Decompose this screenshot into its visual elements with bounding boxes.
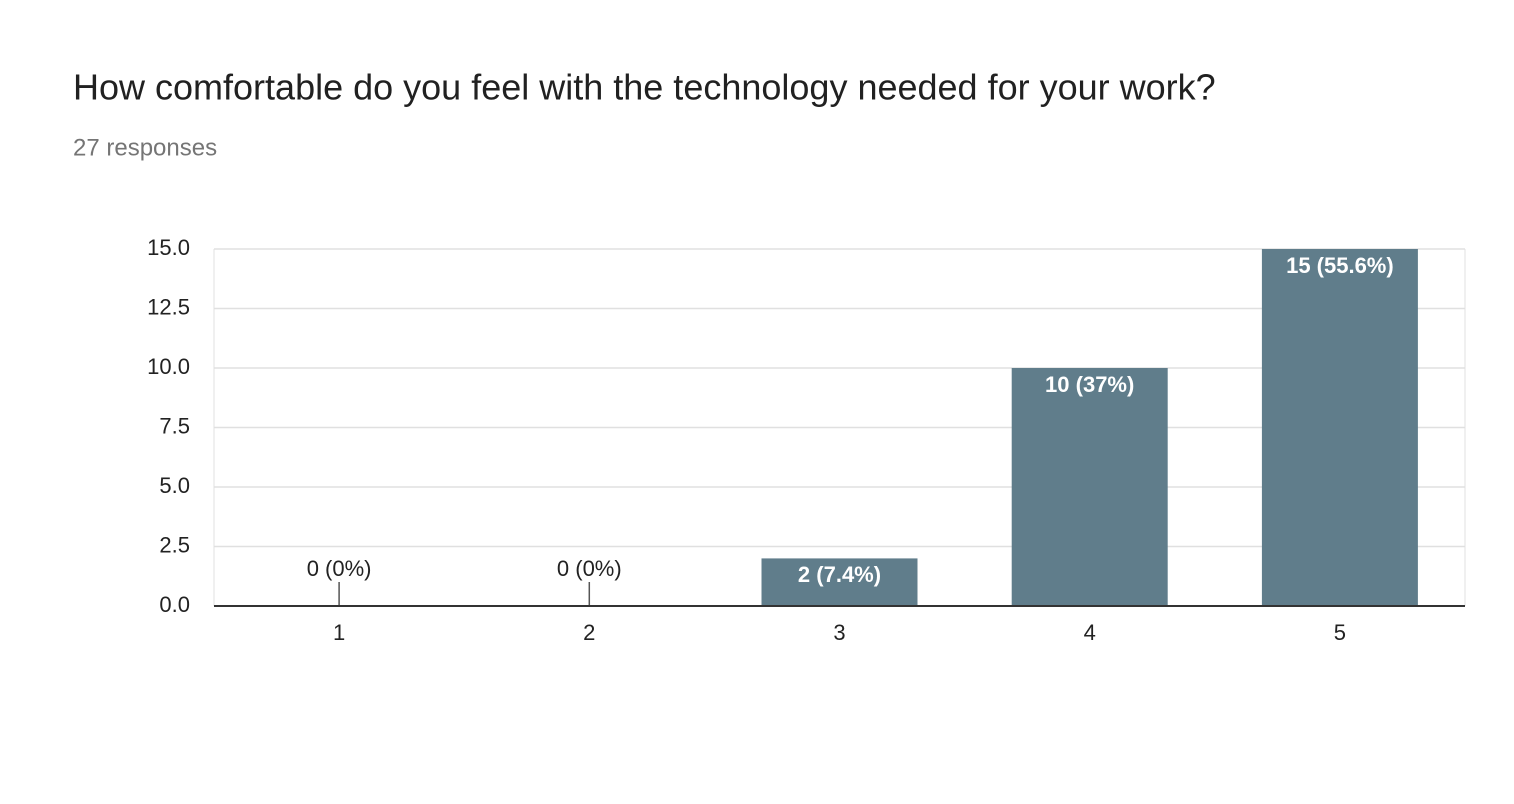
- bar: [761, 558, 918, 606]
- value-label: 10 (37%): [1045, 372, 1134, 397]
- value-label: 2 (7.4%): [798, 562, 881, 587]
- y-tick-label: 12.5: [147, 294, 190, 319]
- x-tick-label: 2: [583, 620, 595, 645]
- chart-subtitle: 27 responses: [73, 134, 217, 161]
- y-tick-label: 10.0: [147, 354, 190, 379]
- x-tick-label: 4: [1084, 620, 1096, 645]
- x-tick-label: 5: [1334, 620, 1346, 645]
- value-label: 0 (0%): [307, 556, 372, 581]
- bar: [1011, 368, 1168, 606]
- chart-title: How comfortable do you feel with the tec…: [73, 67, 1216, 108]
- y-tick-label: 2.5: [159, 532, 190, 557]
- x-tick-label: 1: [333, 620, 345, 645]
- value-label: 15 (55.6%): [1286, 253, 1394, 278]
- value-label: 0 (0%): [557, 556, 622, 581]
- x-tick-label: 3: [833, 620, 845, 645]
- y-tick-label: 5.0: [159, 473, 190, 498]
- y-tick-label: 15.0: [147, 235, 190, 260]
- y-tick-label: 0.0: [159, 592, 190, 617]
- bar: [1261, 249, 1418, 606]
- y-tick-label: 7.5: [159, 413, 190, 438]
